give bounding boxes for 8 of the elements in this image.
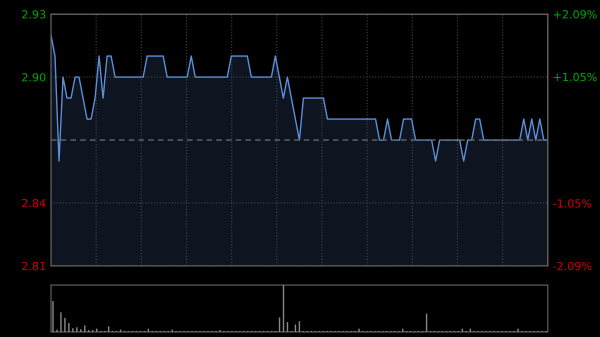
y-tick-label: 2.81 bbox=[22, 262, 46, 270]
y2-tick-label: -2.09% bbox=[553, 262, 592, 270]
y-tick-label: 2.84 bbox=[22, 198, 46, 208]
y-tick-label: 2.90 bbox=[22, 73, 46, 82]
y2-tick-label: -1.05% bbox=[553, 199, 592, 208]
y2-tick-label: +2.09% bbox=[554, 10, 597, 19]
y2-tick-label: +1.05% bbox=[554, 72, 597, 82]
y-tick-label: 2.93 bbox=[22, 10, 46, 19]
